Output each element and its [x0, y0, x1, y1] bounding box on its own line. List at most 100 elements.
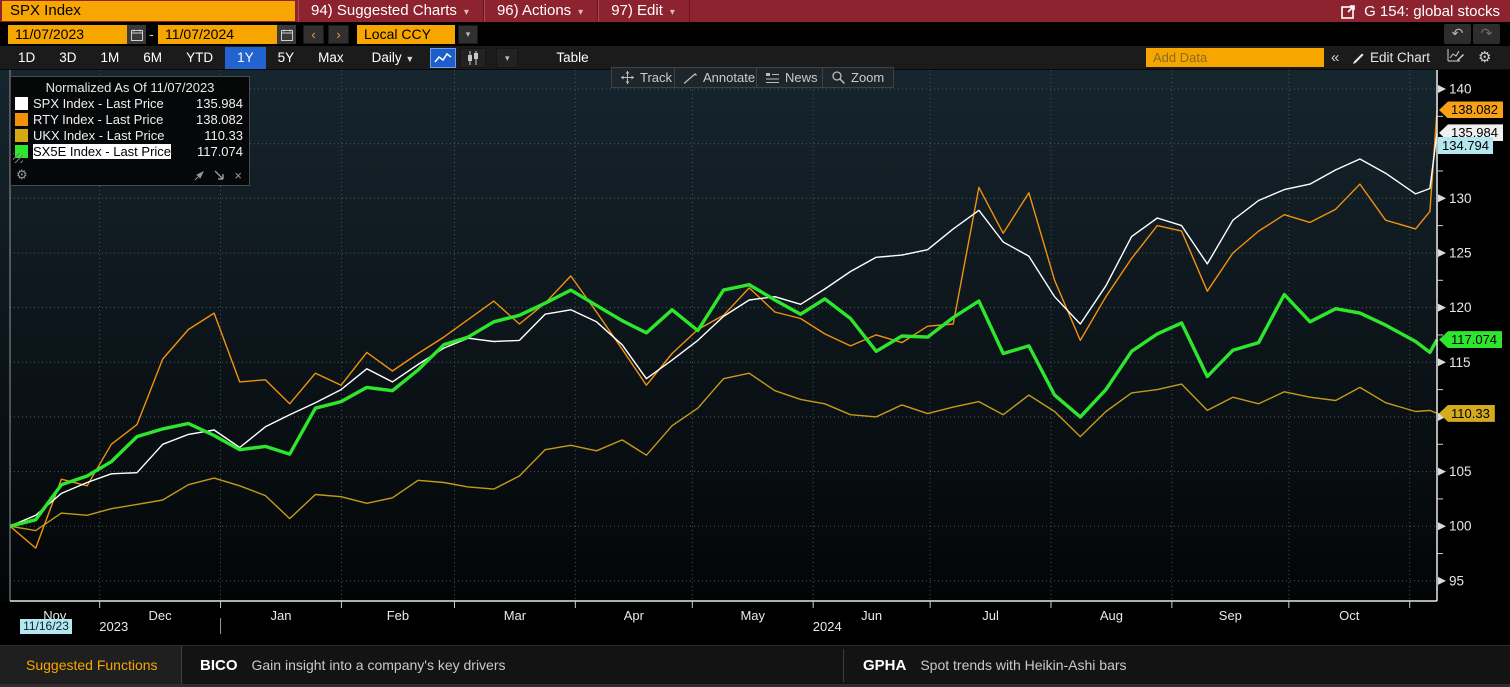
chevron-down-icon: ▾ — [578, 7, 584, 18]
svg-text:Jul: Jul — [982, 608, 999, 623]
edit-chart-label: Edit Chart — [1370, 50, 1431, 65]
legend-item-ukx[interactable]: UKX Index - Last Price 110.33 — [11, 127, 249, 143]
chevron-down-icon: ▾ — [505, 52, 510, 63]
year-label: 2023 — [99, 619, 129, 634]
legend-item-sx5e-selected[interactable]: SX5E Index - Last Price 117.074 — [11, 143, 249, 159]
legend-panel[interactable]: Normalized As Of 11/07/2023 SPX Index - … — [10, 76, 250, 186]
chart-annotations-button[interactable] — [1447, 48, 1464, 68]
chart-type-dropdown-caret[interactable]: ▾ — [496, 48, 519, 68]
series-rty — [9, 109, 1438, 549]
last-price-tag-spx: 135.984 — [1439, 124, 1503, 142]
svg-text:Jun: Jun — [861, 608, 882, 623]
last-price-tag-ukx: 110.33 — [1439, 404, 1495, 422]
svg-text:Apr: Apr — [624, 608, 645, 623]
add-data-input[interactable] — [1146, 48, 1324, 67]
ukx-color-swatch — [15, 128, 28, 142]
legend-item-rty[interactable]: RTY Index - Last Price 138.082 — [11, 111, 249, 127]
svg-text:Oct: Oct — [1339, 608, 1360, 623]
range-1m[interactable]: 1M — [100, 50, 120, 65]
track-label: Track — [640, 70, 673, 85]
menu-edit[interactable]: 97) Edit ▾ — [598, 0, 690, 22]
function-code: GPHA — [863, 656, 907, 674]
collapse-panel-button[interactable]: « — [1331, 49, 1340, 66]
svg-text:120: 120 — [1449, 300, 1472, 315]
range-ytd[interactable]: YTD — [186, 50, 214, 65]
suggested-functions-bar: Suggested Functions BICO Gain insight in… — [0, 645, 1510, 687]
suggested-function-gpha[interactable]: GPHA Spot trends with Heikin-Ashi bars — [863, 646, 1127, 684]
svg-text:Feb: Feb — [387, 608, 409, 623]
calendar-icon[interactable] — [127, 25, 146, 44]
settings-gear-button[interactable]: ⚙ — [1478, 49, 1492, 66]
svg-text:Aug: Aug — [1100, 608, 1123, 623]
menu-edit-label: 97) Edit — [611, 2, 663, 19]
date-prev-button[interactable]: ‹ — [303, 25, 324, 44]
chart-plot[interactable]: 95100105110115120125130135140NovDecJanFe… — [0, 70, 1510, 645]
date-next-button[interactable]: › — [328, 25, 349, 44]
crosshair-value-tag: 134.794 — [1438, 137, 1493, 155]
function-code: BICO — [200, 656, 238, 674]
legend-resize-handle[interactable] — [13, 153, 23, 163]
chart-area[interactable]: 95100105110115120125130135140NovDecJanFe… — [0, 67, 1510, 645]
range-1y-active[interactable]: 1Y — [225, 47, 266, 69]
calendar-icon[interactable] — [277, 25, 296, 44]
currency-select[interactable]: Local CCY — [357, 25, 455, 44]
svg-text:100: 100 — [1449, 519, 1472, 534]
news-button[interactable]: News — [756, 67, 828, 88]
security-ticker-input[interactable]: SPX Index — [2, 1, 295, 21]
legend-label: SPX Index - Last Price — [33, 95, 164, 111]
end-date-input[interactable]: 11/07/2024 — [158, 25, 277, 44]
function-description: Spot trends with Heikin-Ashi bars — [920, 657, 1127, 673]
menu-actions[interactable]: 96) Actions ▾ — [483, 0, 599, 22]
suggested-functions-tab[interactable]: Suggested Functions — [0, 646, 182, 684]
edit-chart-button[interactable]: Edit Chart — [1352, 48, 1430, 68]
menu-suggested-charts-label: 94) Suggested Charts — [311, 2, 457, 19]
frequency-select[interactable]: Daily ▼ — [366, 47, 421, 69]
menu-actions-label: 96) Actions — [496, 2, 572, 19]
pin-icon[interactable] — [194, 170, 205, 181]
legend-value: 138.082 — [196, 111, 243, 127]
title-bar: SPX Index 94) Suggested Charts ▾ 96) Acti… — [0, 0, 1510, 22]
year-label: 2024 — [812, 619, 842, 634]
suggested-function-bico[interactable]: BICO Gain insight into a company's key d… — [200, 646, 506, 684]
undo-button[interactable]: ↶ — [1444, 24, 1471, 44]
zoom-button[interactable]: Zoom — [822, 67, 895, 88]
export-icon[interactable] — [1341, 4, 1356, 19]
range-3d[interactable]: 3D — [59, 50, 77, 65]
legend-gear-icon[interactable]: ⚙ — [16, 167, 28, 182]
redo-button[interactable]: ↷ — [1473, 24, 1500, 44]
collapse-icon[interactable] — [214, 170, 225, 181]
svg-text:Mar: Mar — [504, 608, 527, 623]
news-label: News — [785, 70, 818, 85]
y-axis-gutter — [1438, 70, 1510, 645]
news-icon — [766, 72, 779, 83]
legend-label: UKX Index - Last Price — [33, 127, 165, 143]
start-date-input[interactable]: 11/07/2023 — [8, 25, 127, 44]
menu-suggested-charts[interactable]: 94) Suggested Charts ▾ — [298, 0, 484, 22]
range-max[interactable]: Max — [318, 50, 344, 65]
svg-text:Sep: Sep — [1219, 608, 1242, 623]
footer-divider — [843, 649, 844, 682]
series-ukx — [9, 372, 1438, 532]
legend-title: Normalized As Of 11/07/2023 — [45, 80, 215, 95]
table-button[interactable]: Table — [556, 50, 589, 65]
svg-text:140: 140 — [1449, 82, 1472, 97]
track-button[interactable]: Track — [611, 67, 683, 88]
annotate-button[interactable]: Annotate — [674, 67, 766, 88]
rty-color-swatch — [15, 112, 28, 126]
range-5y[interactable]: 5Y — [277, 50, 295, 65]
chart-title-label: G 154: global stocks — [1364, 2, 1500, 20]
chevron-down-icon: ▼ — [405, 54, 415, 64]
chart-toolbar-row: 1D 3D 1M 6M YTD 1Y 5Y Max Daily ▼ ▾ — [0, 46, 1510, 70]
line-chart-icon — [434, 52, 452, 63]
annotate-pencil-icon — [684, 72, 697, 84]
currency-dropdown-caret[interactable]: ▾ — [458, 25, 478, 44]
candlestick-icon — [468, 51, 479, 65]
range-1d[interactable]: 1D — [18, 50, 36, 65]
close-icon[interactable]: × — [234, 167, 242, 183]
candlestick-chart-type-button[interactable] — [460, 48, 487, 68]
svg-text:130: 130 — [1449, 191, 1472, 206]
legend-item-spx[interactable]: SPX Index - Last Price 135.984 — [11, 95, 249, 111]
zoom-label: Zoom — [851, 70, 885, 85]
line-chart-type-button[interactable] — [430, 48, 457, 68]
range-6m[interactable]: 6M — [143, 50, 163, 65]
